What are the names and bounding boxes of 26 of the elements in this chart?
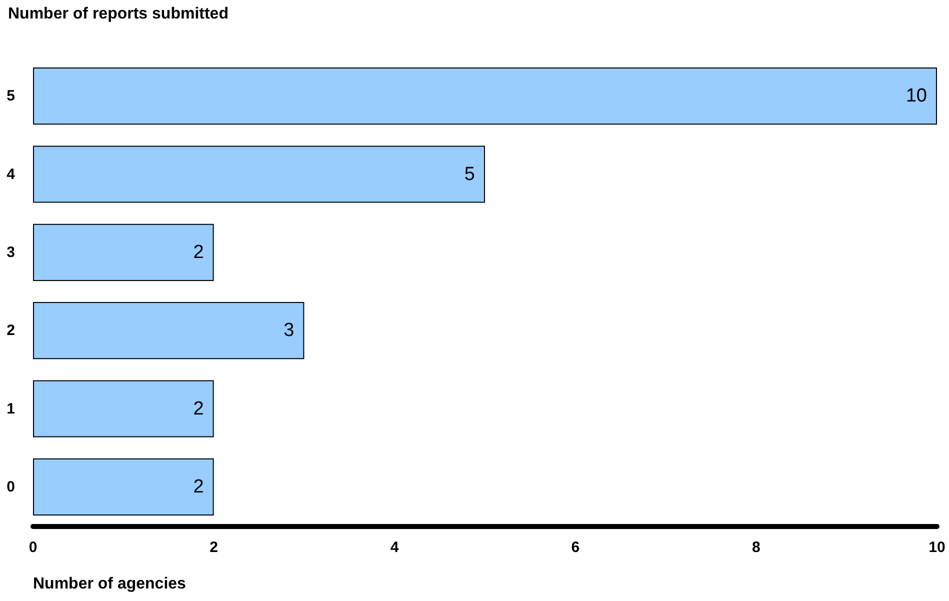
bar — [33, 380, 214, 438]
data-label: 5 — [464, 164, 475, 185]
x-tick-label: 0 — [28, 539, 38, 556]
data-label: 2 — [193, 398, 204, 420]
bar — [33, 458, 214, 516]
y-tick-label: 5 — [6, 88, 15, 105]
x-tick-label: 6 — [571, 539, 580, 556]
data-label: 3 — [284, 320, 294, 342]
data-label: 10 — [906, 86, 927, 107]
y-tick-label: 4 — [6, 166, 16, 183]
y-tick-label: 1 — [6, 400, 15, 418]
x-tick-label: 4 — [390, 539, 400, 556]
x-tick-label: 2 — [210, 539, 218, 556]
bar — [33, 146, 485, 203]
data-label: 2 — [193, 476, 204, 498]
y-axis-title: Number of reports submitted — [8, 6, 228, 22]
x-tick-label: 8 — [752, 539, 760, 556]
x-axis-title: Number of agencies — [33, 576, 186, 592]
y-tick-label: 2 — [6, 322, 15, 340]
bar — [33, 224, 214, 281]
data-label: 2 — [193, 242, 204, 263]
y-tick-label: 3 — [6, 244, 15, 261]
bar — [33, 68, 937, 125]
x-tick-label: 10 — [928, 539, 946, 556]
bar — [33, 302, 304, 360]
y-tick-label: 0 — [6, 478, 15, 496]
